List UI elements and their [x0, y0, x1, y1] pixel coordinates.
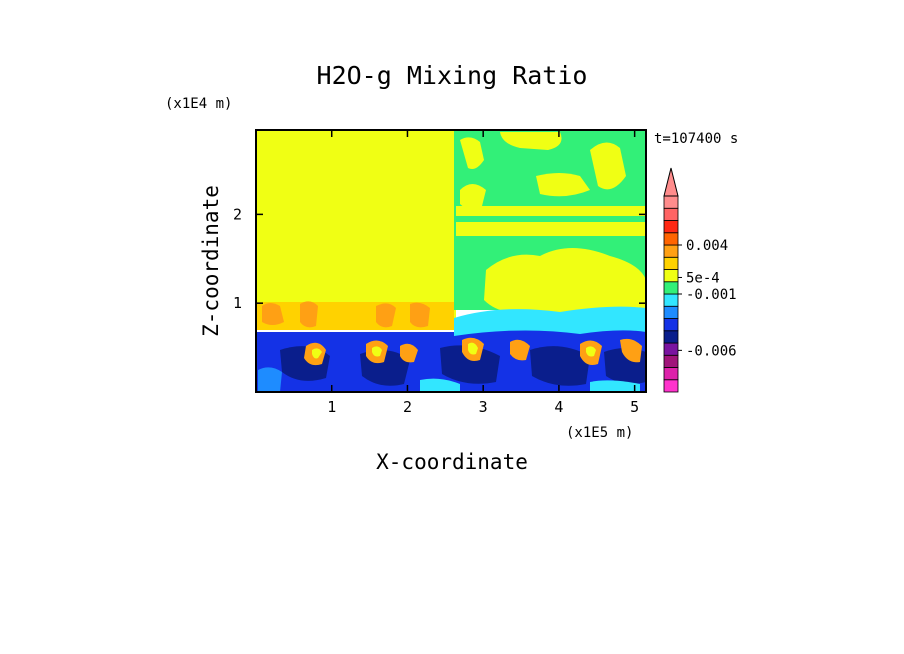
- yellow-patch: [536, 173, 590, 197]
- yellow-plume: [468, 342, 478, 355]
- light-blue-streak: [420, 378, 460, 392]
- x-tick-label: 1: [327, 398, 336, 416]
- colorbar-swatch: [663, 269, 679, 283]
- colorbar-swatch: [663, 244, 679, 258]
- orange-patch: [376, 303, 396, 328]
- plot-area: [256, 130, 646, 392]
- time-label: t=107400 s: [654, 131, 738, 147]
- colorbar-label: 5e-4: [686, 270, 720, 286]
- x-unit-label: (x1E5 m): [566, 425, 633, 441]
- light-blue-streak: [258, 367, 282, 392]
- x-axis-ticks: 1 2 3 4 5: [327, 130, 639, 416]
- orange-patch: [300, 301, 318, 328]
- orange-plume: [620, 338, 642, 363]
- yellow-patch: [590, 142, 626, 190]
- orange-patch: [410, 302, 430, 328]
- x-axis-label: X-coordinate: [376, 450, 528, 474]
- colorbar-swatch: [663, 354, 679, 368]
- y-axis-ticks: 12: [233, 205, 646, 312]
- colorbar-swatch: [663, 256, 679, 270]
- dark-blue-patch: [530, 346, 590, 386]
- colorbar-swatch: [663, 342, 679, 356]
- plot-frame: [255, 129, 647, 393]
- x-tick-label: 5: [630, 398, 639, 416]
- yellow-band: [456, 222, 646, 236]
- colorbar: [663, 167, 679, 393]
- dark-blue-patch: [440, 345, 500, 384]
- colorbar-label: -0.006: [686, 343, 737, 359]
- colorbar-swatch: [663, 330, 679, 344]
- yellow-patch: [500, 132, 562, 150]
- colorbar-swatch: [663, 305, 679, 319]
- colorbar-swatch: [663, 232, 679, 246]
- colorbar-swatch: [663, 318, 679, 332]
- yellow-plume: [312, 348, 322, 359]
- y-axis-label: Z-coordinate: [199, 185, 223, 337]
- yellow-patch: [460, 184, 486, 209]
- colorbar-labels: 0.004 5e-4-0.001 -0.006: [678, 238, 737, 359]
- y-unit-label: (x1E4 m): [165, 96, 232, 112]
- orange-plume: [510, 339, 530, 361]
- light-blue-streak: [590, 380, 640, 392]
- yellow-plume: [372, 346, 382, 357]
- colorbar-swatch: [663, 367, 679, 381]
- chart-title: H2O-g Mixing Ratio: [317, 61, 588, 90]
- colorbar-swatch: [663, 281, 679, 295]
- y-tick-label: 1: [233, 294, 242, 312]
- yellow-band: [456, 206, 646, 216]
- y-tick-label: 2: [233, 205, 242, 223]
- x-tick-label: 2: [403, 398, 412, 416]
- region-upper-left: [256, 130, 456, 320]
- colorbar-extend-arrow: [663, 167, 679, 197]
- colorbar-swatch: [663, 207, 679, 221]
- yellow-patch: [460, 137, 484, 169]
- x-tick-label: 4: [554, 398, 563, 416]
- yellow-patch: [484, 248, 646, 315]
- colorbar-swatch: [663, 195, 679, 209]
- colorbar-swatch: [663, 379, 679, 393]
- colorbar-label: 0.004: [686, 238, 728, 254]
- x-tick-label: 3: [479, 398, 488, 416]
- colorbar-label: -0.001: [686, 287, 737, 303]
- colorbar-swatch: [663, 293, 679, 307]
- orange-patch: [262, 303, 284, 325]
- yellow-plume: [586, 346, 596, 357]
- orange-plume: [400, 343, 418, 363]
- colorbar-swatch: [663, 220, 679, 234]
